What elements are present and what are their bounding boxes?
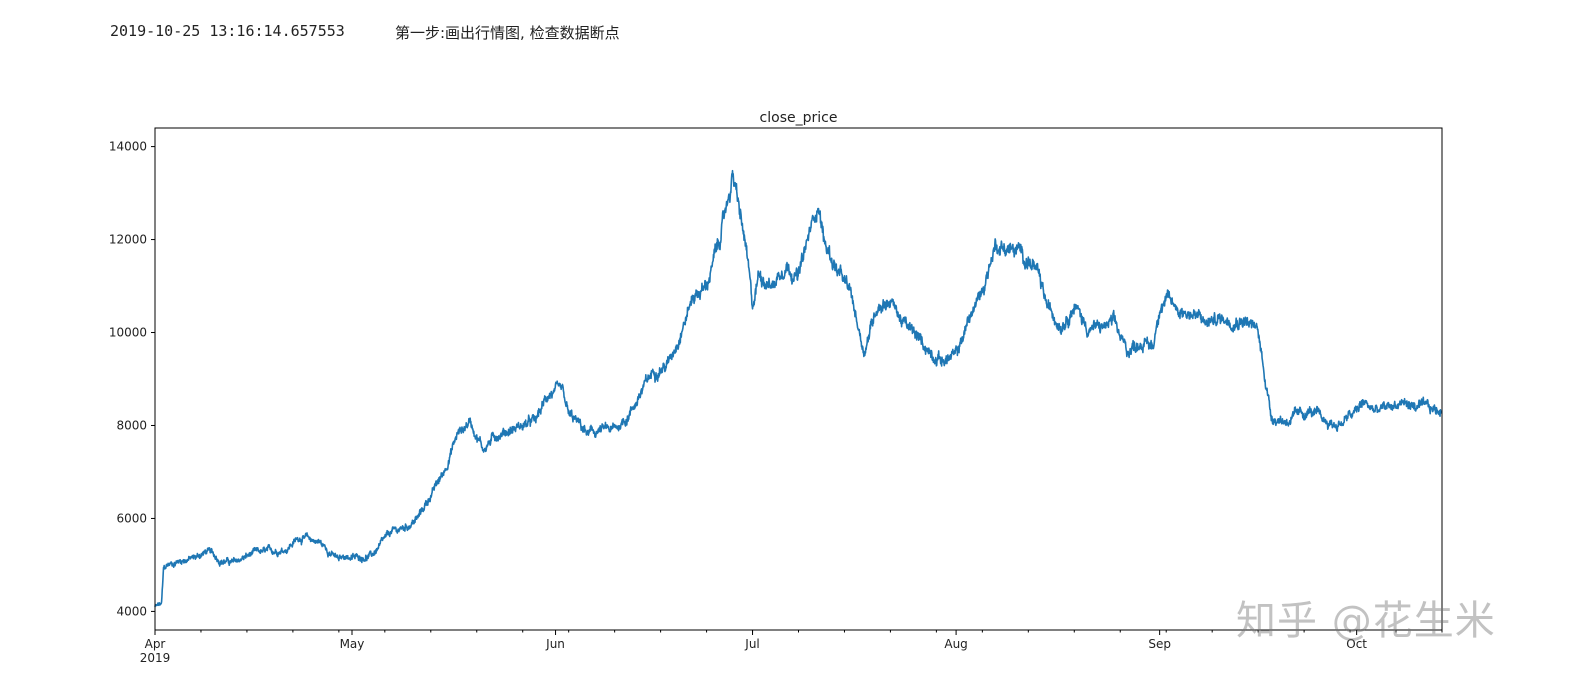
- log-timestamp: 2019-10-25 13:16:14.657553: [110, 22, 345, 40]
- x-tick-label: Sep: [1148, 637, 1171, 651]
- y-tick-label: 14000: [109, 140, 147, 154]
- watermark: 知乎 @花生米: [1236, 598, 1496, 644]
- x-tick-sublabel: 2019: [140, 651, 171, 665]
- plot-area: [154, 169, 1443, 608]
- x-tick-label: Aug: [944, 637, 967, 651]
- x-tick-label: Apr: [145, 637, 166, 651]
- x-tick-label: May: [340, 637, 365, 651]
- y-tick-label: 10000: [109, 326, 147, 340]
- y-axis: 4000 6000 8000 10000 12000 14000: [109, 140, 155, 618]
- y-tick-label: 12000: [109, 233, 147, 247]
- log-message: 第一步:画出行情图, 检查数据断点: [395, 24, 620, 42]
- series-line-close-price: [154, 169, 1443, 608]
- x-tick-label: Jun: [545, 637, 565, 651]
- x-tick-label: Jul: [744, 637, 759, 651]
- axes-frame: [154, 127, 1443, 631]
- y-tick-label: 4000: [116, 604, 147, 618]
- y-tick-label: 6000: [116, 511, 147, 525]
- x-tick-label: Oct: [1346, 637, 1367, 651]
- y-tick-label: 8000: [116, 418, 147, 432]
- chart-title: close_price: [760, 110, 838, 126]
